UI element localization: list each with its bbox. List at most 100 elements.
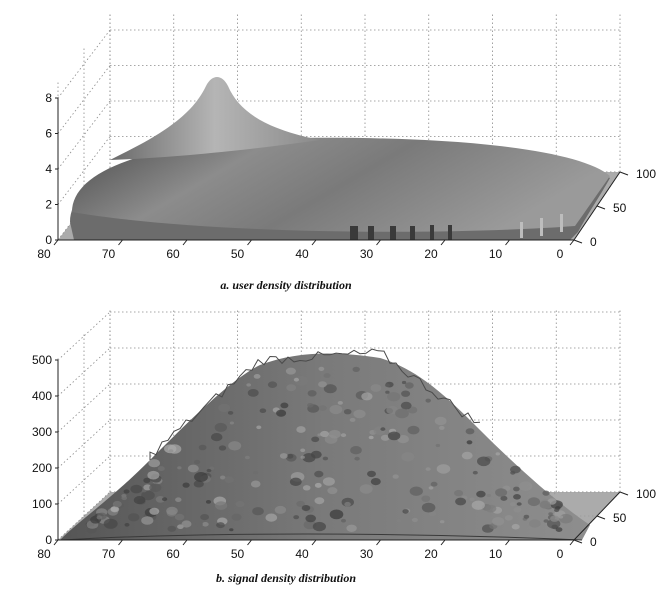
surface-texture [340,433,347,438]
z-tick-label: 300 [32,425,52,439]
surface-texture [344,501,351,507]
surface-texture [133,496,146,505]
surface-texture [227,411,234,415]
surface-texture [513,494,521,500]
surface-texture [202,522,209,527]
z-tick-label: 100 [32,497,52,511]
surface-texture [555,527,563,532]
surface-texture [310,450,322,459]
y-tick-label: 0 [590,235,597,249]
surface-texture [112,500,122,508]
panel-a-surface-top [72,137,610,232]
x-tick [311,239,317,246]
surface-texture [428,486,434,490]
x-tick [376,239,381,246]
surface-texture [454,489,464,497]
surface-texture [323,373,331,379]
surface-texture [246,383,252,387]
surface-ridge [149,348,481,460]
surface-texture [384,383,390,388]
surface-texture [318,405,327,411]
surface-texture [124,523,130,527]
surface-texture [253,374,261,379]
surface-texture [542,490,550,496]
surface-texture [558,515,564,519]
surface-texture [209,466,215,471]
surface-texture [300,448,306,453]
surface-texture [495,488,508,497]
surface-texture [322,477,335,486]
surface-texture [529,519,541,528]
surface-texture [511,523,520,530]
surface-texture [206,468,212,473]
surface-texture [301,505,311,511]
surface-texture [274,505,287,514]
surface-texture [147,470,160,480]
surface-texture [279,453,288,459]
surface-texture [500,495,508,501]
surface-texture [469,497,475,502]
surface-texture [267,381,278,389]
x-tick-label: 20 [424,247,438,261]
panel-a-caption: a. user density distribution [220,278,352,292]
surface-texture [461,451,473,460]
y-tick [596,515,606,520]
x-tick [53,539,59,546]
y-tick-label: 100 [636,487,656,501]
surface-texture [486,493,491,498]
x-tick [505,239,510,246]
surface-texture [361,392,373,401]
surface-texture [285,367,296,375]
surface-texture [359,484,373,494]
surface-texture [327,487,338,495]
surface-texture [401,390,411,397]
surface-texture [343,409,352,415]
surface-texture [337,401,343,405]
x-tick-label: 80 [37,247,51,261]
surface-texture [293,377,299,382]
surface-texture [380,434,390,441]
surface-texture [174,513,185,521]
surface-texture [182,482,190,488]
surface-texture [307,403,314,408]
surface-texture [527,497,541,507]
surface-texture [194,459,201,465]
surface-texture [421,495,431,502]
surface-texture [157,466,165,472]
x-tick-label: 60 [166,247,180,261]
surface-texture [525,506,538,516]
surface-texture [141,516,154,525]
surface-texture [175,497,182,503]
surface-texture [425,398,431,403]
surface-texture [439,520,445,524]
x-tick-label: 50 [231,247,245,261]
surface-texture [193,480,204,488]
surface-texture [370,478,381,486]
surface-texture [155,496,166,503]
panel-a-peak [110,77,320,160]
surface-texture [286,384,297,392]
surface-texture [220,475,226,480]
surface-texture [162,497,168,502]
y-tick [573,239,583,244]
surface-texture [466,440,473,445]
surface-texture [485,504,497,513]
surface-texture [214,422,227,432]
surface-texture [436,464,451,474]
surface-texture [143,477,151,483]
surface-texture [559,513,573,524]
surface-texture [305,514,317,523]
surface-texture [421,502,436,513]
surface-texture [516,502,522,506]
x-tick-label: 10 [489,247,503,261]
surface-texture [425,467,431,471]
surface-texture [510,502,516,507]
surface-texture [523,514,530,519]
surface-texture [519,481,533,492]
x-tick [247,539,252,546]
surface-texture [387,431,401,441]
grid-line [57,100,111,170]
